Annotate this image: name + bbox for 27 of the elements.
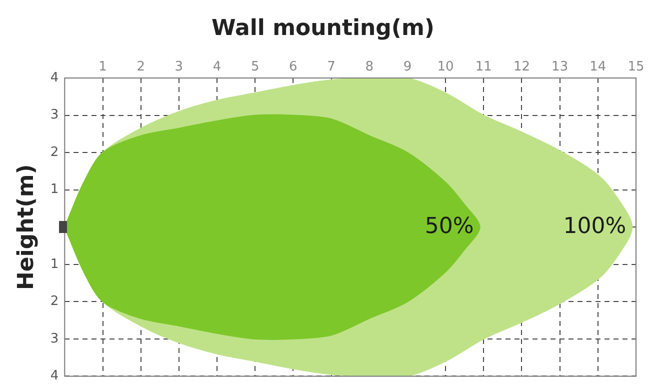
chart-title: Wall mounting(m)	[212, 16, 434, 41]
x-tick-label: 6	[289, 60, 298, 75]
x-tick-label: 1	[98, 60, 107, 75]
x-tick-label: 4	[212, 60, 222, 75]
x-tick-label: 3	[174, 60, 184, 75]
x-tick-label: 2	[136, 60, 145, 75]
x-tick-label: 9	[403, 60, 412, 75]
y-tick-label: 4	[50, 70, 59, 86]
y-tick-label: 4	[50, 368, 59, 384]
series-label: 100%	[563, 214, 626, 239]
x-tick-label: 13	[552, 60, 568, 75]
x-tick-label: 10	[437, 60, 454, 75]
y-tick-label: 3	[50, 108, 59, 123]
x-tick-label: 12	[513, 60, 530, 75]
y-tick-label: 2	[50, 294, 59, 310]
x-tick-label: 8	[365, 60, 374, 75]
y-tick-label: 1	[50, 256, 59, 272]
x-tick-label: 5	[250, 60, 260, 75]
y-axis-title: Height(m)	[14, 164, 39, 290]
x-tick-label: 7	[327, 60, 336, 75]
x-tick-label: 11	[475, 60, 492, 75]
y-tick-label: 3	[50, 331, 59, 346]
y-tick-label: 1	[50, 182, 59, 198]
y-tick-label: 2	[50, 144, 59, 160]
x-tick-label: 15	[628, 60, 644, 75]
x-tick-label: 14	[590, 60, 606, 75]
series-label: 50%	[424, 214, 474, 239]
